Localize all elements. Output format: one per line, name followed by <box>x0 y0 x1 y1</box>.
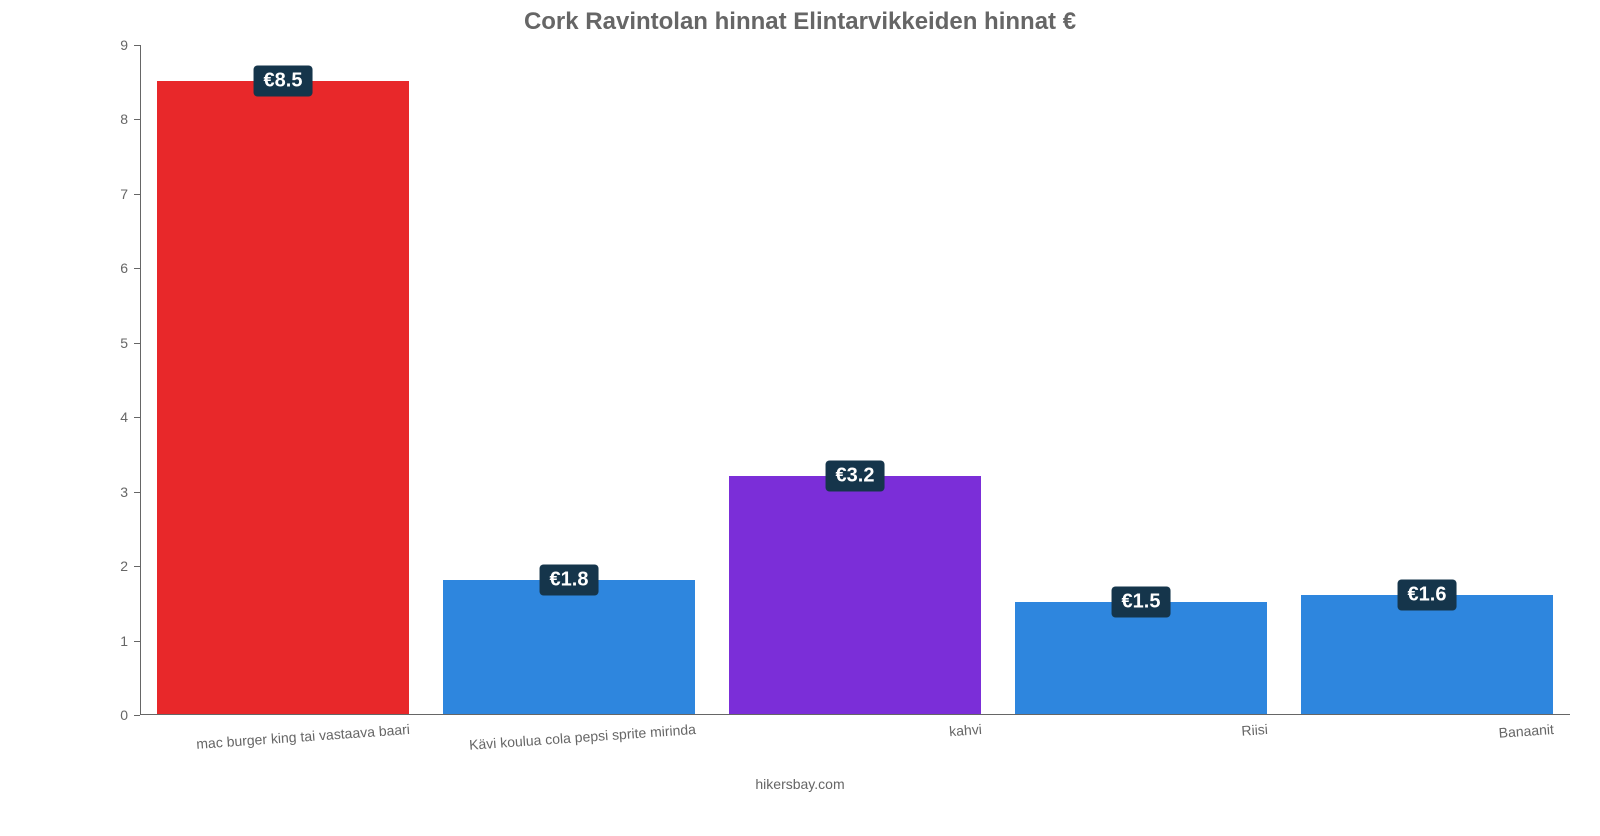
bar: €1.6 <box>1301 595 1553 714</box>
chart-title: Cork Ravintolan hinnat Elintarvikkeiden … <box>0 0 1600 36</box>
value-badge: €1.5 <box>1112 587 1171 618</box>
y-tick-label: 7 <box>120 186 140 202</box>
y-tick-label: 5 <box>120 335 140 351</box>
y-tick-label: 3 <box>120 484 140 500</box>
y-tick-label: 8 <box>120 111 140 127</box>
value-badge: €8.5 <box>254 66 313 97</box>
value-badge: €1.6 <box>1398 579 1457 610</box>
attribution-text: hikersbay.com <box>0 776 1600 792</box>
x-axis-line <box>140 714 1570 715</box>
bar: €1.5 <box>1015 602 1267 714</box>
plot-area: 0123456789€8.5mac burger king tai vastaa… <box>140 45 1570 715</box>
y-tick-label: 1 <box>120 633 140 649</box>
y-tick-label: 0 <box>120 707 140 723</box>
price-bar-chart: Cork Ravintolan hinnat Elintarvikkeiden … <box>0 0 1600 800</box>
y-tick-label: 2 <box>120 558 140 574</box>
value-badge: €3.2 <box>826 460 885 491</box>
bar: €1.8 <box>443 580 695 714</box>
y-axis-line <box>140 45 141 715</box>
y-tick-label: 6 <box>120 260 140 276</box>
y-tick-label: 4 <box>120 409 140 425</box>
y-tick-label: 9 <box>120 37 140 53</box>
value-badge: €1.8 <box>540 565 599 596</box>
bar: €8.5 <box>157 81 409 714</box>
bar: €3.2 <box>729 476 981 714</box>
